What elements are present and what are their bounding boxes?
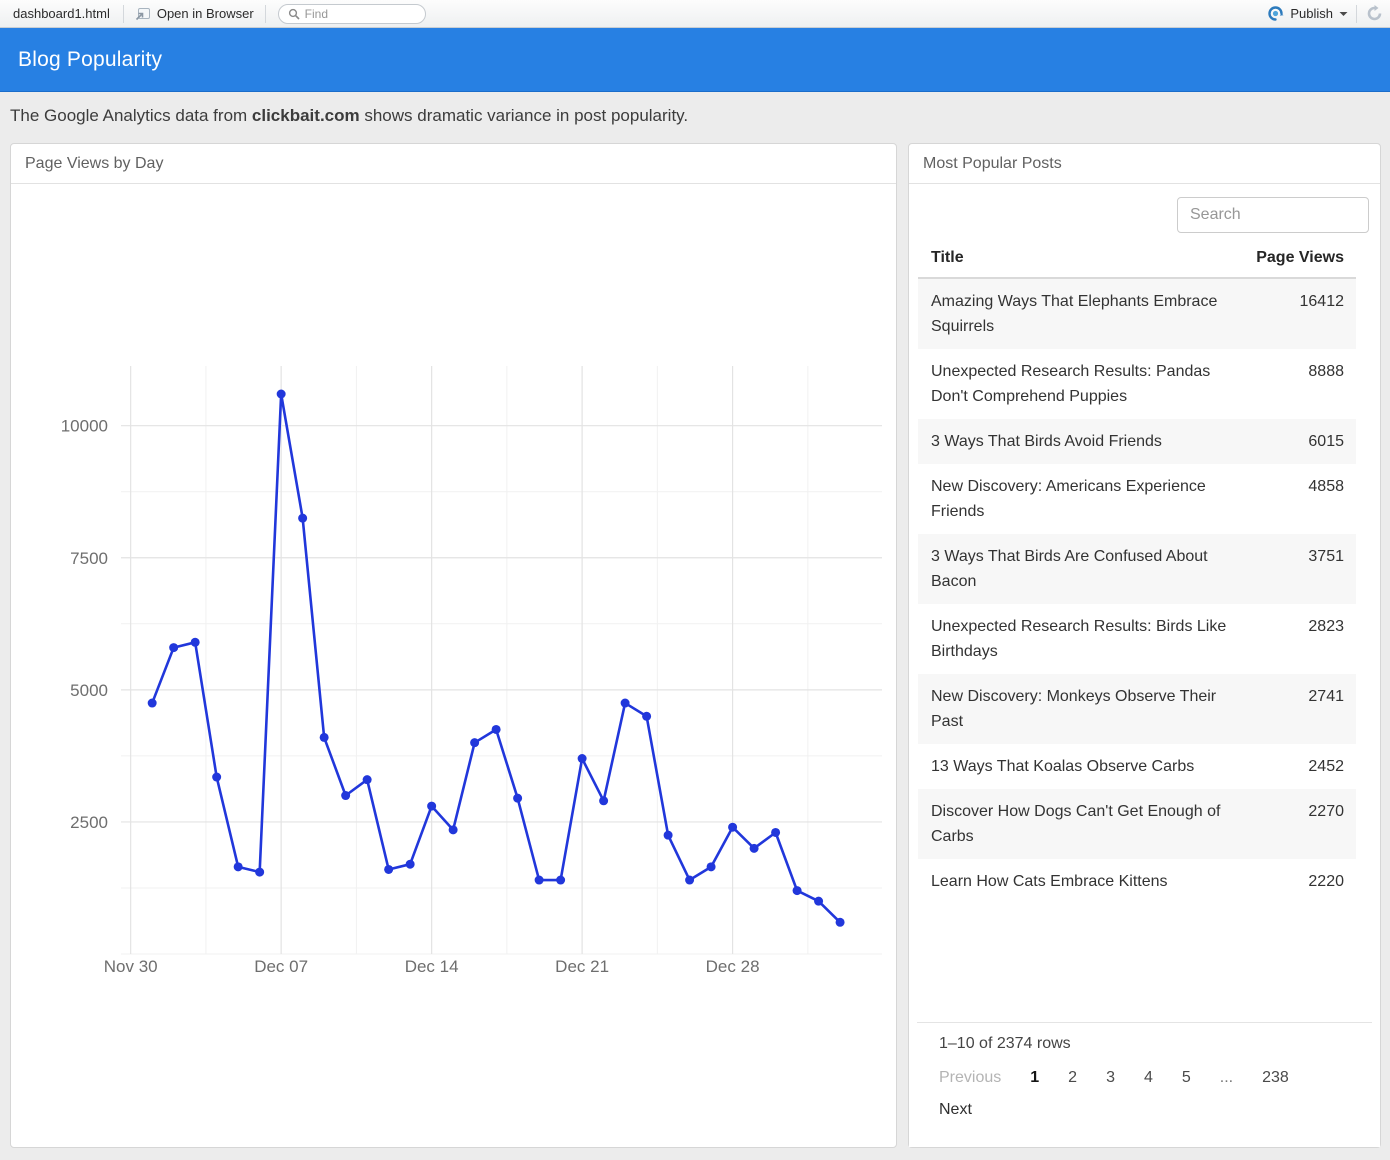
pageviews-chart: 2500 5000 7500 10000 Nov 30 Dec 07 Dec 14 Dec 2… [61, 366, 882, 976]
posts-table: Title Page Views Amazing Ways That Eleph… [918, 249, 1356, 904]
page-button-238[interactable]: 238 [1262, 1069, 1289, 1086]
svg-text:7500: 7500 [70, 549, 108, 568]
table-row: Unexpected Research Results: Birds Like … [918, 604, 1356, 674]
post-views-cell: 3751 [1308, 548, 1344, 565]
post-title-cell: 3 Ways That Birds Are Confused About Bac… [931, 548, 1208, 590]
post-title-cell: 3 Ways That Birds Avoid Friends [931, 433, 1162, 450]
dashboard-header: Blog Popularity [0, 28, 1390, 92]
post-views-cell: 2823 [1308, 618, 1344, 635]
table-row: 3 Ways That Birds Avoid Friends 6015 [918, 419, 1356, 464]
table-row: Amazing Ways That Elephants Embrace Squi… [918, 278, 1356, 349]
chart-panel-title: Page Views by Day [11, 144, 896, 184]
chart-panel: Page Views by Day 2500 5000 7500 10000 Nov 3… [10, 143, 897, 1148]
post-views-cell: 16412 [1299, 293, 1345, 310]
page-title: Blog Popularity [18, 47, 163, 71]
table-row: New Discovery: Monkeys Observe Their Pas… [918, 674, 1356, 744]
table-row: Discover How Dogs Can't Get Enough of Ca… [918, 789, 1356, 859]
posts-panel: Most Popular Posts Title Page Views Amaz… [908, 143, 1381, 1148]
page-ellipsis: ... [1219, 1069, 1234, 1086]
post-views-cell: 2270 [1308, 803, 1344, 820]
pagination: Previous 1 2 3 4 5... 238 [909, 1053, 1380, 1087]
page-button-1[interactable]: 1 [1030, 1069, 1040, 1086]
magnifier-icon [288, 8, 300, 20]
window-with-arrow-icon [135, 7, 151, 21]
toolbar-separator [264, 4, 266, 23]
next-page-button[interactable]: Next [939, 1101, 972, 1118]
svg-text:Dec 28: Dec 28 [706, 957, 760, 976]
post-title-cell: Learn How Cats Embrace Kittens [931, 873, 1168, 890]
subtitle-text: shows dramatic variance in post populari… [359, 106, 689, 125]
svg-text:5000: 5000 [70, 681, 108, 700]
rows-info: 1–10 of 2374 rows [939, 1035, 1071, 1052]
subtitle-text: The Google Analytics data from [10, 106, 252, 125]
page-button-5[interactable]: 5 [1181, 1069, 1191, 1086]
document-tab[interactable]: dashboard1.html [0, 0, 123, 27]
post-views-cell: 2220 [1308, 873, 1344, 890]
post-views-cell: 2741 [1308, 688, 1344, 705]
table-footer: 1–10 of 2374 rows Previous 1 2 3 4 5... 238 N… [909, 1022, 1380, 1147]
publish-label: Publish [1290, 6, 1333, 21]
column-header-page-views[interactable]: Page Views [1240, 249, 1356, 279]
post-views-cell: 8888 [1308, 363, 1344, 380]
post-title-cell: Discover How Dogs Can't Get Enough of Ca… [931, 803, 1221, 845]
open-in-browser-label: Open in Browser [156, 6, 254, 21]
post-views-cell: 2452 [1308, 758, 1344, 775]
svg-text:10000: 10000 [61, 417, 108, 436]
connect-swirl-icon [1267, 5, 1284, 22]
post-views-cell: 4858 [1308, 478, 1344, 495]
posts-table-body: Amazing Ways That Elephants Embrace Squi… [918, 278, 1356, 904]
footer-divider [917, 1022, 1372, 1023]
posts-panel-title: Most Popular Posts [909, 144, 1380, 184]
post-title-cell: 13 Ways That Koalas Observe Carbs [931, 758, 1195, 775]
publish-button[interactable]: Publish [1267, 5, 1348, 22]
page-button-4[interactable]: 4 [1143, 1069, 1153, 1086]
svg-text:Dec 07: Dec 07 [254, 957, 308, 976]
find-box[interactable] [277, 3, 426, 24]
refresh-button[interactable] [1365, 4, 1384, 23]
post-title-cell: New Discovery: Americans Experience Frie… [931, 478, 1206, 520]
svg-text:2500: 2500 [70, 813, 108, 832]
table-row: 3 Ways That Birds Are Confused About Bac… [918, 534, 1356, 604]
svg-text:Nov 30: Nov 30 [104, 957, 158, 976]
open-in-browser-button[interactable]: Open in Browser [124, 0, 265, 27]
toolbar-separator [122, 4, 124, 23]
table-search-input[interactable] [1177, 197, 1369, 233]
svg-text:Dec 14: Dec 14 [405, 957, 459, 976]
viewer-toolbar: dashboard1.html Open in Browser [0, 0, 1390, 28]
post-title-cell: Unexpected Research Results: Pandas Don'… [931, 363, 1211, 405]
post-title-cell: Amazing Ways That Elephants Embrace Squi… [931, 293, 1218, 335]
previous-page-button[interactable]: Previous [939, 1069, 1002, 1086]
document-tab-label: dashboard1.html [13, 6, 110, 21]
post-title-cell: Unexpected Research Results: Birds Like … [931, 618, 1227, 660]
column-header-title[interactable]: Title [918, 249, 1240, 279]
table-row: New Discovery: Americans Experience Frie… [918, 464, 1356, 534]
toolbar-separator [1356, 4, 1357, 23]
page-button-3[interactable]: 3 [1106, 1069, 1115, 1086]
post-title-cell: New Discovery: Monkeys Observe Their Pas… [931, 688, 1217, 730]
svg-text:Dec 21: Dec 21 [555, 957, 609, 976]
page-buttons: 1 2 3 4 5... 238 [1030, 1069, 1289, 1087]
post-views-cell: 6015 [1308, 433, 1344, 450]
table-row: Learn How Cats Embrace Kittens 2220 [918, 859, 1356, 904]
table-row: 13 Ways That Koalas Observe Carbs 2452 [918, 744, 1356, 789]
dashboard-subtitle: The Google Analytics data from clickbait… [0, 92, 1390, 143]
page-button-2[interactable]: 2 [1068, 1069, 1078, 1086]
subtitle-domain: clickbait.com [251, 106, 360, 125]
find-input[interactable] [304, 6, 416, 21]
table-row: Unexpected Research Results: Pandas Don'… [918, 349, 1356, 419]
caret-down-icon [1339, 11, 1348, 17]
